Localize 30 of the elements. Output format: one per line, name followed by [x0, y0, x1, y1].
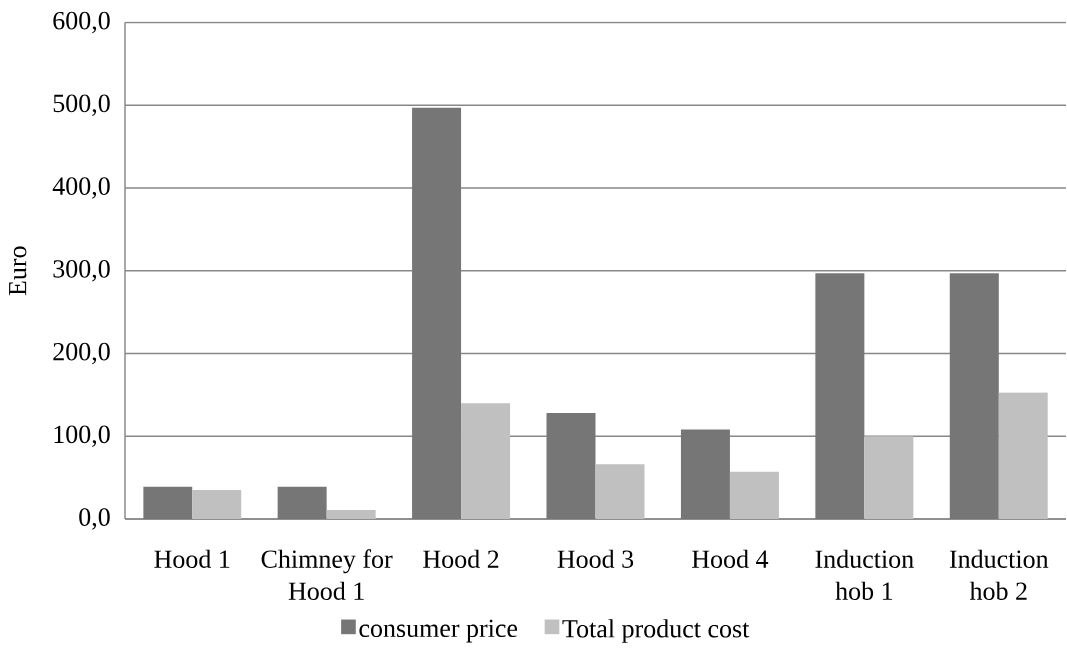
- legend-label: consumer price: [359, 619, 518, 643]
- y-tick-label: 200,0: [53, 342, 110, 365]
- bar: [412, 107, 462, 519]
- x-tick-label: Hood 4: [692, 549, 769, 568]
- y-tick-label: 0,0: [79, 508, 110, 530]
- y-tick-label: 100,0: [54, 425, 110, 447]
- bar: [143, 486, 193, 519]
- y-tick-label: 600,0: [53, 11, 110, 34]
- legend-label: Total product cost: [562, 619, 750, 643]
- bar: [729, 471, 779, 519]
- bar: [595, 464, 645, 519]
- x-tick-label: Induction hob 2: [949, 549, 1049, 600]
- bar: [546, 413, 596, 519]
- x-tick-label: Induction hob 1: [815, 549, 914, 600]
- x-tick-label: Hood 3: [557, 549, 634, 568]
- bar: [326, 509, 376, 519]
- bar: [949, 273, 999, 519]
- y-tick-label: 300,0: [53, 260, 110, 282]
- x-tick-label: Hood 2: [423, 549, 499, 568]
- x-tick-label: Hood 1: [154, 549, 230, 568]
- bar: [815, 273, 865, 519]
- y-tick-label: 400,0: [52, 177, 110, 199]
- bar: [192, 490, 242, 519]
- bar: [864, 436, 914, 519]
- y-tick-label: 500,0: [53, 94, 110, 116]
- bar: [998, 392, 1048, 519]
- bar: [277, 486, 327, 519]
- y-axis-title: Euro: [9, 246, 27, 296]
- bar: [680, 429, 730, 519]
- bar: [461, 403, 511, 519]
